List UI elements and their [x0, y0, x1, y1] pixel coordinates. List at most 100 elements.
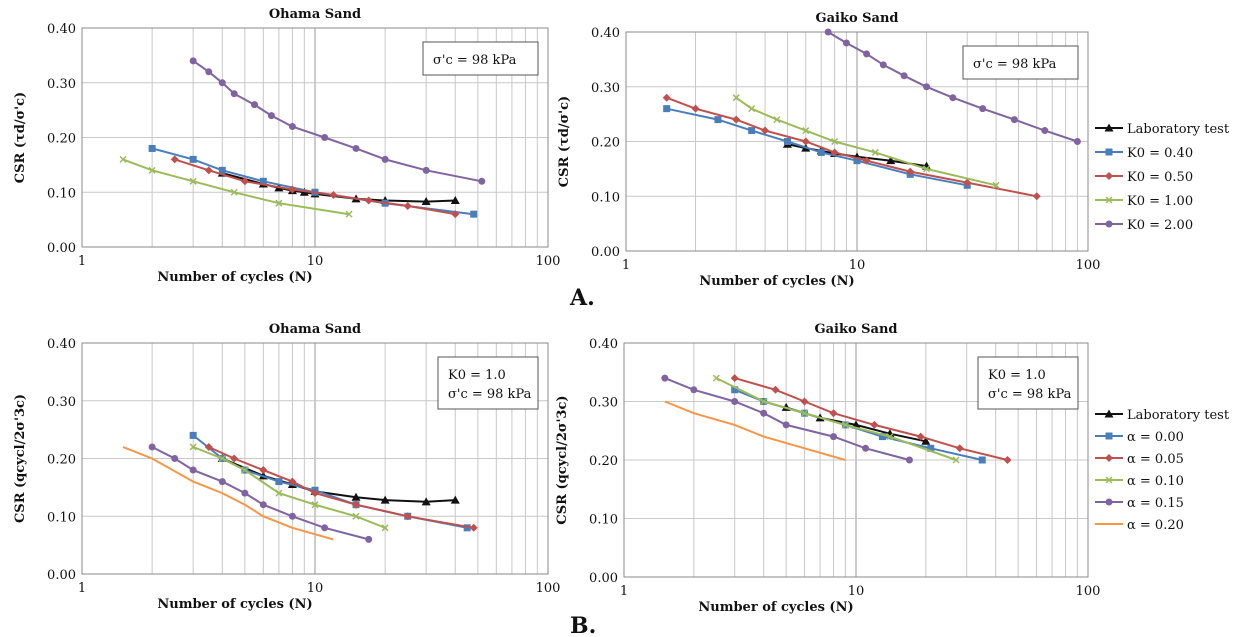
data-point [949, 94, 957, 102]
series-alpha-0-10 [712, 374, 960, 464]
series-k0-2-00 [189, 57, 486, 185]
data-point [963, 178, 972, 187]
legend-label: K0 = 1.00 [1127, 194, 1193, 209]
series-alpha-0-20 [664, 400, 846, 461]
data-point [230, 90, 238, 98]
data-point [663, 105, 671, 113]
annotation-box: K0 = 1.0 σ'c = 98 kPa [977, 356, 1079, 410]
data-point [364, 196, 373, 205]
series-line [122, 158, 350, 216]
y-tick-label: 0.10 [591, 190, 620, 205]
series-k0-0-40 [663, 105, 971, 189]
y-axis-title: CSR (qcycl/2σ'3c) [13, 394, 28, 523]
y-tick-label: 0.20 [589, 454, 618, 469]
data-point [345, 210, 353, 218]
legend-marker [1104, 123, 1114, 132]
data-point [189, 466, 197, 474]
x-tick-label: 1 [620, 584, 628, 599]
annotation-box: σ'c = 98 kPa [962, 45, 1079, 80]
annotation-box: σ'c = 98 kPa [422, 41, 539, 76]
y-tick-label: 0.00 [591, 245, 620, 260]
annotation-box: K0 = 1.0 σ'c = 98 kPa [437, 356, 539, 410]
series-k0-1-00 [119, 155, 353, 218]
data-point [189, 443, 197, 451]
legend-item-laboratory-test: Laboratory test [1095, 408, 1230, 423]
data-point [422, 166, 430, 174]
data-point [900, 72, 908, 80]
chart-title: Gaiko Sand [815, 11, 898, 26]
data-point [205, 68, 213, 76]
x-axis-title: Number of cycles (N) [698, 600, 853, 615]
x-tick-label: 1 [622, 258, 630, 273]
annotation-frame [977, 356, 1079, 410]
data-point [783, 138, 791, 145]
chart-title: Gaiko Sand [814, 322, 897, 337]
data-point [923, 83, 931, 91]
data-point [870, 420, 879, 429]
series-alpha-0-10 [189, 443, 389, 532]
data-point [760, 409, 768, 417]
legend-marker [1105, 454, 1113, 462]
legend-marker [1105, 476, 1113, 484]
legend-item-alpha-0-15: α = 0.15 [1095, 496, 1184, 511]
grid [626, 32, 1088, 251]
data-point [288, 123, 296, 131]
x-tick-label: 10 [307, 254, 324, 269]
legend-item-k0-0-40: K0 = 0.40 [1095, 146, 1193, 161]
data-point [830, 148, 839, 157]
data-point [148, 443, 156, 451]
data-point [189, 177, 197, 185]
data-point [251, 101, 259, 109]
plot-area-border [81, 342, 549, 575]
data-point [321, 134, 329, 141]
data-point [311, 501, 319, 509]
annotation-text: σ'c = 98 kPa [448, 387, 532, 402]
series-line [734, 377, 1008, 461]
data-point [923, 165, 931, 173]
data-point [204, 166, 213, 175]
data-point [886, 433, 894, 441]
legend-marker [1105, 432, 1113, 440]
data-point [381, 155, 389, 163]
legend-marker [1105, 498, 1113, 506]
y-tick-label: 0.20 [591, 136, 620, 151]
legend-item-alpha-0-00: α = 0.00 [1095, 430, 1184, 445]
data-point [189, 57, 197, 65]
legend-item-k0-1-00: K0 = 1.00 [1095, 194, 1193, 209]
data-point [732, 115, 741, 124]
x-tick-label: 1 [78, 581, 86, 596]
annotation-text: σ'c = 98 kPa [988, 387, 1072, 402]
data-point [288, 477, 297, 486]
y-tick-label: 0.20 [47, 453, 76, 468]
legend-label: α = 0.20 [1127, 518, 1184, 533]
series-line [735, 96, 997, 187]
data-point [732, 94, 740, 102]
data-point [731, 386, 739, 394]
data-point [714, 116, 722, 124]
y-tick-label: 0.00 [47, 241, 76, 256]
data-point [321, 524, 329, 532]
data-point [927, 444, 935, 452]
data-point [801, 137, 810, 146]
data-point [1041, 127, 1049, 135]
chart-panel-3: 0.00 0.10 0.20 0.30 0.40 1 10 100 Ohama Sand Numb… [13, 322, 560, 612]
legend-item-alpha-0-20: α = 0.20 [1095, 518, 1184, 533]
plot-area-border [623, 342, 1089, 578]
legend-marker [1104, 409, 1114, 418]
section-label-a: A. [569, 285, 595, 311]
data-point [189, 431, 197, 439]
series-k0-0-50 [170, 155, 460, 219]
data-point [451, 210, 460, 219]
series-k0-1-00 [732, 94, 1000, 189]
x-tick-label: 1 [78, 254, 86, 269]
data-point [1003, 456, 1012, 464]
data-point [380, 495, 390, 504]
legend-label: K0 = 0.50 [1127, 170, 1193, 185]
data-point [241, 489, 249, 497]
data-point [712, 374, 720, 382]
data-point [841, 421, 849, 429]
data-point [748, 127, 756, 135]
data-point [275, 478, 283, 486]
series-line [122, 446, 334, 541]
data-point [365, 535, 373, 543]
